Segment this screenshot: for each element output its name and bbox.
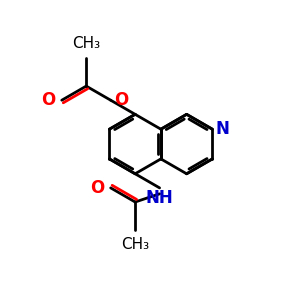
Text: N: N bbox=[216, 120, 230, 138]
Text: NH: NH bbox=[146, 189, 173, 207]
Text: CH₃: CH₃ bbox=[72, 36, 100, 51]
Text: O: O bbox=[91, 179, 105, 197]
Text: CH₃: CH₃ bbox=[121, 237, 149, 252]
Text: O: O bbox=[42, 91, 56, 109]
Text: O: O bbox=[114, 91, 128, 109]
